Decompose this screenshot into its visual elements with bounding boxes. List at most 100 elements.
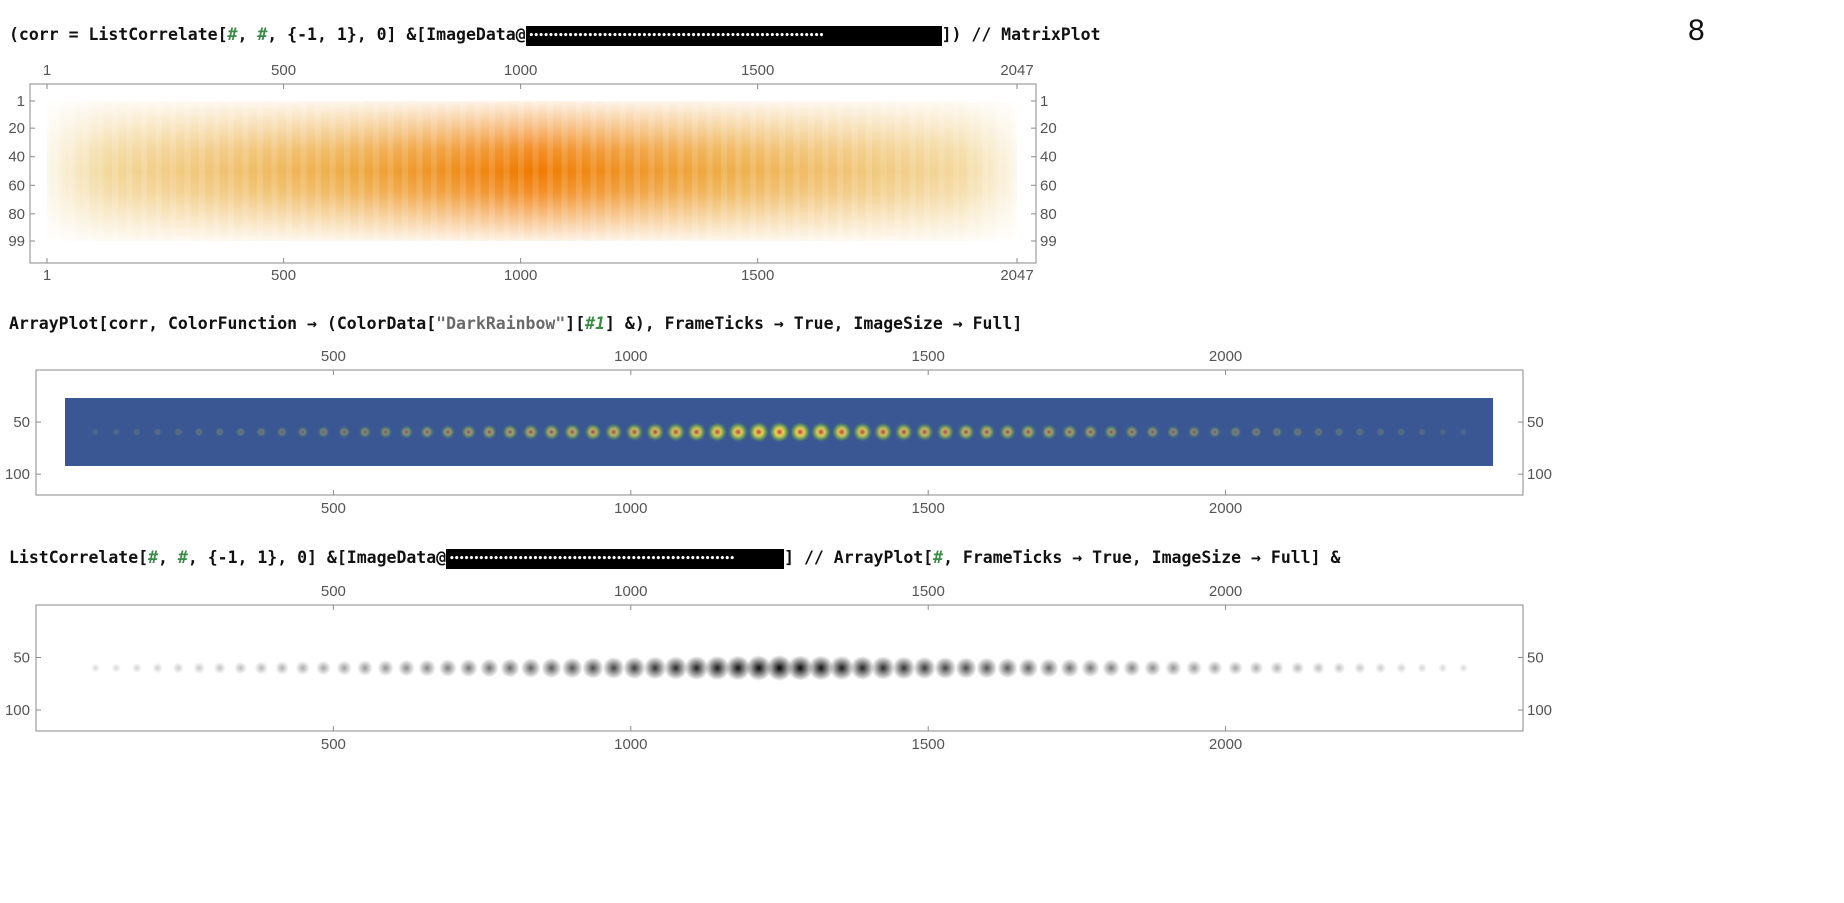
correlation-spot — [1417, 662, 1428, 674]
x-tick-label-top: 500 — [271, 62, 296, 79]
correlation-spot — [871, 656, 895, 680]
y-tick-label-right: 100 — [1527, 466, 1552, 483]
correlation-spot — [1145, 424, 1160, 440]
y-tick-label-left: 100 — [5, 702, 30, 719]
correlation-spot — [234, 661, 247, 675]
correlation-spot — [131, 662, 142, 674]
correlation-spot — [1208, 425, 1222, 439]
correlation-spot — [438, 659, 457, 677]
slot-symbol: # — [933, 548, 944, 567]
correlation-spot — [1081, 658, 1100, 678]
x-tick-label-bottom: 500 — [271, 267, 296, 284]
correlation-spot — [542, 423, 561, 441]
correlation-spot — [296, 425, 309, 439]
correlation-spot — [254, 661, 268, 675]
correlation-spot — [173, 427, 184, 437]
x-tick-label-top: 2000 — [1209, 348, 1242, 365]
correlation-spot — [1102, 659, 1121, 677]
x-tick-label-top: 1500 — [912, 583, 945, 600]
correlation-spot — [1459, 428, 1468, 436]
code-text: ] // ArrayPlot[ — [784, 548, 934, 567]
matrixplot-frame — [29, 83, 1037, 264]
correlation-spot — [500, 658, 520, 678]
x-tick-label-bottom: 1 — [43, 267, 51, 284]
correlation-spot — [337, 425, 351, 439]
correlation-spot — [831, 421, 853, 443]
correlation-spot — [399, 424, 414, 440]
correlation-spot — [582, 657, 604, 679]
correlation-spot — [336, 660, 352, 676]
x-tick-label-bottom: 2000 — [1209, 500, 1242, 517]
correlation-spot — [829, 655, 854, 681]
code-text: , — [237, 25, 258, 44]
correlation-spot — [1396, 427, 1406, 437]
correlation-spot — [1019, 423, 1037, 441]
correlation-spot — [1060, 658, 1080, 678]
correlation-spot — [808, 655, 834, 681]
x-tick-label-bottom: 1500 — [741, 267, 774, 284]
x-tick-label-top: 1 — [43, 62, 51, 79]
correlation-spot — [998, 423, 1017, 441]
y-tick-label-right: 1 — [1040, 93, 1048, 110]
y-tick-label-left: 80 — [8, 206, 25, 223]
correlation-spot — [725, 655, 751, 681]
correlation-spot — [481, 424, 498, 440]
x-tick-label-top: 2047 — [1000, 62, 1033, 79]
x-tick-label-bottom: 1500 — [912, 736, 945, 753]
correlation-spot — [1312, 661, 1325, 675]
correlation-spot — [317, 425, 330, 439]
code-text: , {-1, 1}, 0] &[ImageData@ — [187, 548, 447, 567]
slot-symbol: # — [227, 25, 238, 44]
correlation-spot — [563, 423, 582, 441]
x-tick-label-top: 2000 — [1209, 583, 1242, 600]
correlation-spot — [1228, 660, 1243, 676]
correlation-spot — [810, 421, 832, 443]
input-cell-arrayplot-darkrainbow[interactable]: ArrayPlot[corr, ColorFunction → (ColorDa… — [9, 313, 1022, 335]
correlation-spot — [1124, 424, 1140, 440]
correlation-spot — [152, 662, 163, 674]
y-tick-label-right: 60 — [1040, 177, 1057, 194]
y-tick-label-right: 80 — [1040, 206, 1057, 223]
input-cell-arrayplot-gray[interactable]: ListCorrelate[#, #, {-1, 1}, 0] &[ImageD… — [9, 547, 1340, 569]
correlation-spot — [934, 657, 957, 679]
correlation-spot — [378, 425, 393, 439]
correlation-spot — [624, 422, 644, 442]
code-text: , {-1, 1}, 0] &[ImageData@ — [267, 25, 526, 44]
correlation-spot — [91, 428, 100, 436]
correlation-spot — [1229, 425, 1242, 439]
y-tick-label-left: 100 — [5, 466, 30, 483]
correlation-spot — [686, 421, 707, 443]
correlation-spot — [1396, 662, 1407, 674]
correlation-spot — [766, 655, 793, 681]
slot-symbol: #1 — [585, 314, 606, 333]
input-cell-matrixplot[interactable]: (corr = ListCorrelate[#, #, {-1, 1}, 0] … — [9, 24, 1101, 46]
y-tick-label-right: 99 — [1040, 233, 1057, 250]
x-tick-label-top: 1000 — [614, 583, 647, 600]
correlation-spot — [1103, 424, 1119, 440]
correlation-spot — [892, 656, 916, 680]
correlation-spot — [1458, 663, 1469, 673]
correlation-spot — [705, 655, 730, 681]
y-tick-label-left: 40 — [8, 149, 25, 166]
correlation-spot — [194, 427, 205, 437]
correlation-spot — [193, 662, 205, 674]
correlation-spot — [377, 659, 394, 677]
correlation-spot — [111, 663, 122, 673]
correlation-spot — [358, 425, 372, 439]
code-text: ]) // MatrixPlot — [941, 25, 1101, 44]
correlation-spot — [522, 423, 540, 441]
correlation-spot — [1417, 427, 1427, 437]
correlation-spot — [460, 424, 477, 440]
correlation-spot — [440, 424, 456, 440]
correlation-spot — [1061, 424, 1078, 440]
y-tick-label-right: 40 — [1040, 149, 1057, 166]
correlation-spot — [357, 660, 373, 676]
correlation-spot — [1186, 660, 1202, 676]
correlation-spot — [541, 657, 562, 679]
x-tick-label-bottom: 500 — [321, 500, 346, 517]
x-tick-label-bottom: 2047 — [1000, 267, 1033, 284]
correlation-spot — [1270, 661, 1284, 675]
code-text: ArrayPlot[corr, ColorFunction → (ColorDa… — [9, 314, 437, 333]
correlation-spot — [1375, 427, 1386, 437]
correlation-spot — [132, 427, 142, 437]
